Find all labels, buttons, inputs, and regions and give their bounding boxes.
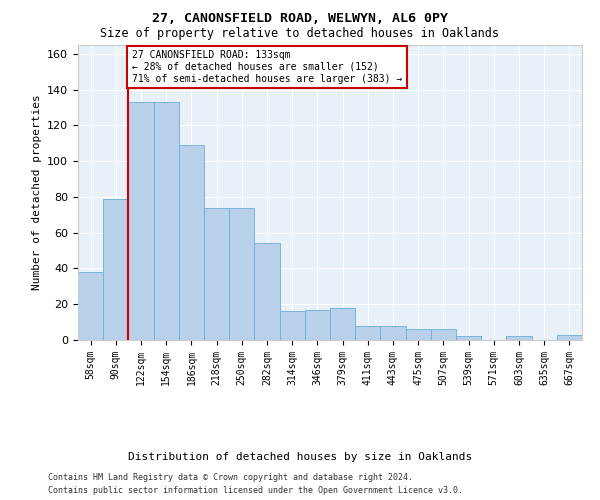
Bar (254, 244, 280, 340)
Bar (154, 102, 179, 340)
Text: 27 CANONSFIELD ROAD: 133sqm
← 28% of detached houses are smaller (152)
71% of se: 27 CANONSFIELD ROAD: 133sqm ← 28% of det… (132, 50, 403, 84)
Bar (431, 330, 456, 340)
Y-axis label: Number of detached properties: Number of detached properties (32, 94, 41, 290)
Bar (305, 310, 330, 340)
Bar (557, 334, 582, 340)
Bar (456, 336, 481, 340)
Text: Contains HM Land Registry data © Crown copyright and database right 2024.: Contains HM Land Registry data © Crown c… (48, 472, 413, 482)
Text: Size of property relative to detached houses in Oaklands: Size of property relative to detached ho… (101, 28, 499, 40)
Bar (506, 336, 532, 340)
Text: Distribution of detached houses by size in Oaklands: Distribution of detached houses by size … (128, 452, 472, 462)
Bar (128, 102, 154, 340)
Text: Contains public sector information licensed under the Open Government Licence v3: Contains public sector information licen… (48, 486, 463, 495)
Bar (280, 312, 305, 340)
Bar (380, 326, 406, 340)
Bar (179, 145, 204, 340)
Bar (355, 326, 380, 340)
Bar (78, 272, 103, 340)
Text: 27, CANONSFIELD ROAD, WELWYN, AL6 0PY: 27, CANONSFIELD ROAD, WELWYN, AL6 0PY (152, 12, 448, 26)
Bar (330, 308, 355, 340)
Bar (204, 208, 229, 340)
Bar (229, 208, 254, 340)
Bar (406, 330, 431, 340)
Bar (103, 199, 128, 340)
